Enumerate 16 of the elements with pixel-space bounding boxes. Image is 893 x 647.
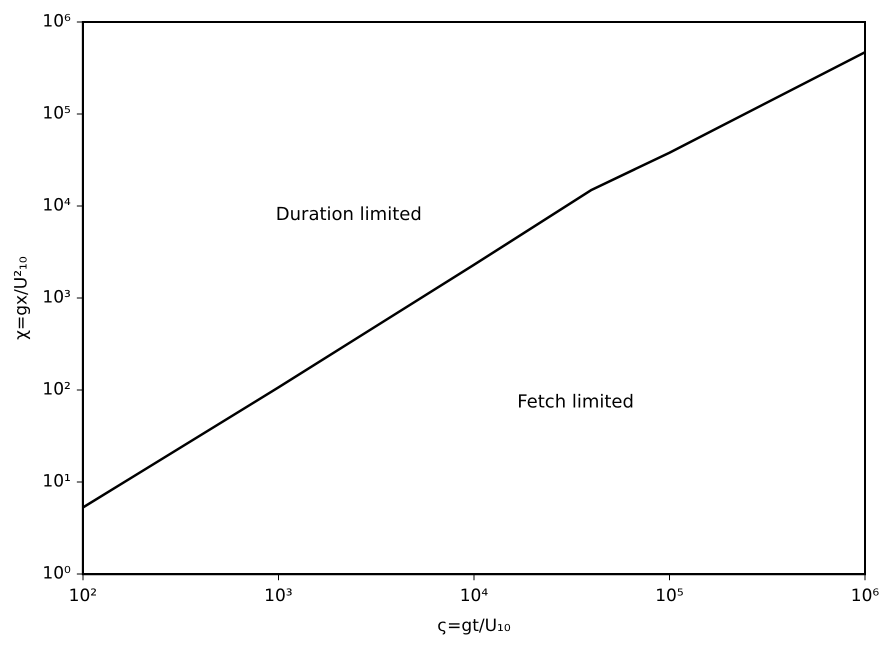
- annotation: Duration limited: [276, 204, 422, 225]
- x-axis-title: ς=gt/U₁₀: [437, 616, 511, 636]
- y-tick-label: 10²: [42, 380, 71, 400]
- x-tick-label: 10²: [68, 586, 98, 606]
- y-tick-label: 10³: [42, 288, 71, 308]
- y-tick-label: 10⁶: [42, 11, 72, 32]
- x-tick-label: 10⁴: [460, 586, 488, 606]
- y-tick-label: 10⁰: [42, 564, 72, 584]
- x-tick-label: 10⁵: [655, 586, 684, 606]
- x-tick-label: 10⁶: [850, 586, 880, 606]
- y-tick-label: 10⁴: [42, 195, 72, 216]
- x-tick-label: 10³: [264, 586, 293, 606]
- y-tick-label: 10⁵: [42, 103, 71, 124]
- annotation: Fetch limited: [517, 392, 634, 413]
- y-tick-label: 10¹: [42, 472, 71, 492]
- y-axis-title: χ=gx/U²₁₀: [12, 256, 32, 340]
